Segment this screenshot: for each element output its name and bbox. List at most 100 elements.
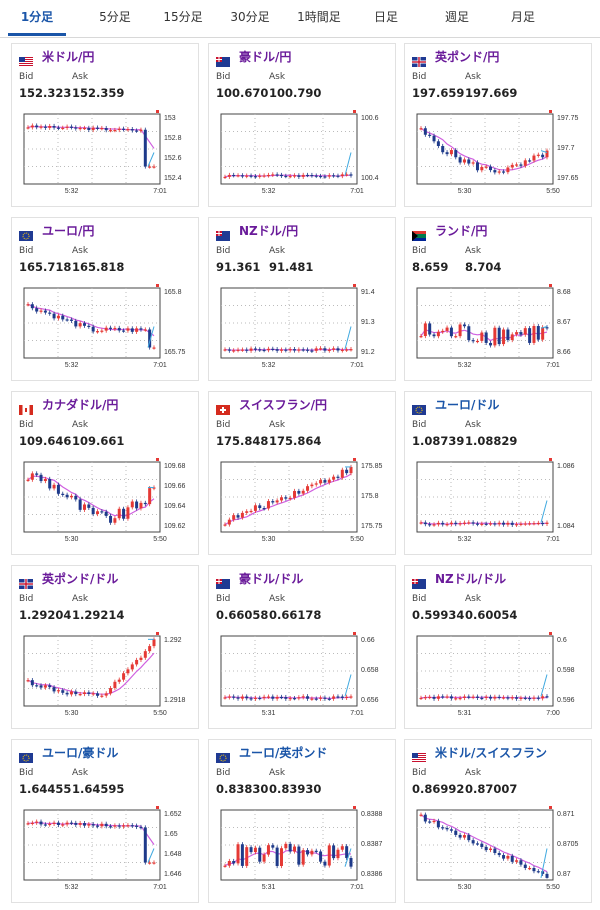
bid-value: 1.29204: [19, 608, 72, 622]
rate-card[interactable]: 英ポンド/ドル Bid Ask 1.29204 1.29214 1.292 1.2918 5:…: [11, 565, 199, 729]
candle: [436, 331, 440, 337]
y-tick-label: 197.75: [557, 115, 579, 122]
candle: [458, 697, 462, 700]
pair-name-link[interactable]: 英ポンド/円: [435, 50, 500, 64]
pair-name-link[interactable]: ランド/円: [435, 224, 488, 238]
price-chart[interactable]: 0.871 0.8705 0.87 5:30 5:50: [405, 802, 593, 902]
tab-3[interactable]: 30分足: [230, 10, 270, 24]
bid-value: 0.59934: [412, 608, 465, 622]
tab-4[interactable]: 1時間足: [297, 10, 341, 24]
y-tick-label: 197.7: [557, 145, 575, 152]
price-chart[interactable]: 153 152.8 152.6 152.4 5:32 7:01: [12, 106, 200, 206]
rate-card[interactable]: ユーロ/英ポンド Bid Ask 0.83830 0.83930 0.8388 0.8387…: [208, 739, 396, 903]
candle: [489, 342, 493, 346]
last-price-marker: [549, 284, 552, 287]
candle: [56, 690, 60, 692]
rate-card[interactable]: 豪ドル/円 Bid Ask 100.670 100.790 100.6 100.4 5:32 7…: [208, 43, 396, 207]
tab-2[interactable]: 15分足: [163, 10, 203, 24]
price-chart[interactable]: 1.292 1.2918 5:30 5:50: [12, 628, 200, 728]
price-chart[interactable]: 100.6 100.4 5:32 7:01: [209, 106, 397, 206]
tab-6[interactable]: 週足: [444, 10, 469, 24]
pair-name-link[interactable]: NZドル/ドル: [435, 572, 507, 586]
pair-name-link[interactable]: 豪ドル/ドル: [239, 572, 304, 586]
pair-name-link[interactable]: 米ドル/円: [42, 50, 95, 64]
price-chart[interactable]: 109.68 109.66 109.64 109.62 5:30 5:50: [12, 454, 200, 554]
candle: [152, 487, 156, 489]
candle: [293, 490, 297, 498]
candle: [240, 512, 244, 518]
candle: [332, 348, 336, 350]
candle: [35, 308, 39, 312]
candle: [78, 823, 82, 825]
candle: [306, 696, 310, 699]
pair-name-link[interactable]: スイスフラン/円: [239, 398, 328, 412]
y-tick-label: 152.4: [164, 175, 182, 182]
rate-card[interactable]: 豪ドル/ドル Bid Ask 0.66058 0.66178 0.66 0.658 0.656…: [208, 565, 396, 729]
rate-card[interactable]: NZドル/ドル Bid Ask 0.59934 0.60054 0.6 0.598 0.596…: [404, 565, 592, 729]
rate-card[interactable]: ユーロ/円 Bid Ask 165.718 165.818 165.8 165.75 5:32…: [11, 217, 199, 381]
candle: [245, 349, 249, 351]
price-chart[interactable]: 197.75 197.7 197.65 5:30 5:50: [405, 106, 593, 206]
au-us-flag-icon: [216, 574, 230, 589]
candle: [345, 469, 349, 474]
pair-name-link[interactable]: カナダドル/円: [42, 398, 119, 412]
price-chart[interactable]: 165.8 165.75 5:32 7:01: [12, 280, 200, 380]
candle: [462, 696, 466, 698]
rate-card[interactable]: カナダドル/円 Bid Ask 109.646 109.661 109.68 109.66 1…: [11, 391, 199, 555]
candle: [432, 334, 436, 337]
candle: [117, 825, 121, 827]
price-chart[interactable]: 8.68 8.67 8.66 5:32 7:01: [405, 280, 593, 380]
tab-1[interactable]: 5分足: [99, 10, 131, 24]
rate-card[interactable]: 米ドル/円 Bid Ask 152.323 152.359 153 152.8 152.6 15…: [11, 43, 199, 207]
rate-card[interactable]: 米ドル/スイスフラン Bid Ask 0.86992 0.87007 0.871 0.870…: [404, 739, 592, 903]
x-tick-label: 5:50: [546, 884, 560, 891]
ch-flag-icon: [216, 400, 230, 415]
candle: [306, 349, 310, 351]
bid-label: Bid: [19, 768, 34, 778]
rate-card[interactable]: NZドル/円 Bid Ask 91.361 91.481 91.4 91.3 91.2 5:32…: [208, 217, 396, 381]
price-chart[interactable]: 0.6 0.598 0.596 5:31 7:00: [405, 628, 593, 728]
pair-name-link[interactable]: ユーロ/ドル: [435, 398, 500, 412]
tab-5[interactable]: 日足: [373, 10, 398, 24]
bid-value: 91.361: [216, 260, 261, 274]
pair-name-link[interactable]: ユーロ/豪ドル: [42, 746, 119, 760]
candle: [56, 484, 60, 494]
pair-name-link[interactable]: 英ポンド/ドル: [42, 572, 119, 586]
last-price-marker: [156, 284, 159, 287]
candle: [122, 330, 126, 332]
y-tick-label: 0.8388: [361, 811, 383, 818]
candle: [323, 348, 327, 351]
ask-label: Ask: [72, 768, 89, 778]
price-chart[interactable]: 175.85 175.8 175.75 5:30 5:50: [209, 454, 397, 554]
price-chart[interactable]: 1.086 1.084 5:32 7:01: [405, 454, 593, 554]
price-chart[interactable]: 0.66 0.658 0.656 5:31 7:01: [209, 628, 397, 728]
rate-card[interactable]: 英ポンド/円 Bid Ask 197.659 197.669 197.75 197.7 197…: [404, 43, 592, 207]
rate-card[interactable]: ランド/円 Bid Ask 8.659 8.704 8.68 8.67 8.66 5:32 7:0…: [404, 217, 592, 381]
rate-card[interactable]: ユーロ/ドル Bid Ask 1.08739 1.08829 1.086 1.084 5:32…: [404, 391, 592, 555]
candle: [249, 847, 253, 853]
candle: [232, 174, 236, 177]
candle: [152, 347, 156, 349]
pair-name-link[interactable]: 豪ドル/円: [239, 50, 292, 64]
rate-card[interactable]: スイスフラン/円 Bid Ask 175.848 175.864 175.85 175.8 1…: [208, 391, 396, 555]
pair-name-link[interactable]: 米ドル/スイスフラン: [435, 746, 548, 760]
candle: [519, 332, 523, 335]
candle: [117, 128, 121, 131]
price-chart[interactable]: 1.652 1.65 1.648 1.646 5:32 7:01: [12, 802, 200, 902]
candle: [126, 507, 130, 519]
tab-7[interactable]: 月足: [510, 10, 535, 24]
price-chart[interactable]: 0.8388 0.8387 0.8386 5:31 7:01: [209, 802, 397, 902]
candle: [139, 826, 143, 829]
price-chart[interactable]: 91.4 91.3 91.2 5:32 7:01: [209, 280, 397, 380]
pair-name-link[interactable]: ユーロ/英ポンド: [239, 746, 328, 760]
pair-name-link[interactable]: NZドル/円: [239, 224, 299, 238]
rate-card[interactable]: ユーロ/豪ドル Bid Ask 1.64455 1.64595 1.652 1.65 1.64…: [11, 739, 199, 903]
tab-0[interactable]: 1分足: [8, 0, 66, 36]
pair-name-link[interactable]: ユーロ/円: [42, 224, 95, 238]
candle: [61, 315, 65, 320]
candle: [279, 349, 283, 351]
last-price-marker: [549, 632, 552, 635]
candle: [423, 323, 427, 337]
y-tick-label: 109.68: [164, 463, 186, 470]
candle: [454, 150, 458, 158]
